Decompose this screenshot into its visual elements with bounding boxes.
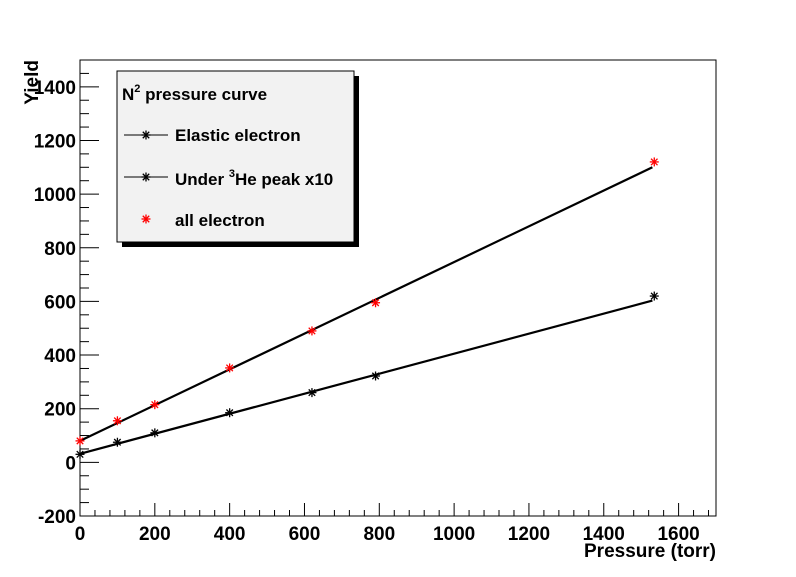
ticks-layer: 0 200 400 600 800 1000 1200 1400 1600-2000200400…: [34, 59, 710, 545]
x-tick-label: 200: [139, 524, 171, 545]
x-axis-title: Pressure (torr): [584, 541, 716, 562]
series-2-point: [112, 416, 122, 426]
x-tick-label: 400: [214, 524, 246, 545]
y-tick-label: 400: [44, 346, 76, 367]
legend-entry-2-sup: 3: [229, 168, 235, 180]
legend-entry-3: all electron: [175, 211, 265, 230]
legend-marker-1: [141, 130, 151, 140]
y-tick-label: -200: [38, 507, 76, 528]
series-1-point: [150, 428, 160, 438]
x-tick-label: 1400: [583, 524, 625, 545]
fits-layer: [79, 166, 653, 455]
x-tick-label: 1200: [508, 524, 550, 545]
legend-entry-1: Elastic electron: [175, 126, 301, 145]
legend-title: N2 pressure curve: [122, 83, 267, 104]
series-2-point: [225, 363, 235, 373]
y-tick-label: 1400: [34, 78, 76, 99]
series-1-point: [649, 291, 659, 301]
fit-line: [79, 299, 653, 455]
series-2-point: [75, 436, 85, 446]
legend-entry-2: Under 3He peak x10: [175, 168, 333, 189]
legend-marker-3-star: [141, 214, 151, 224]
x-tick-label: 600: [289, 524, 321, 545]
legend-box: [116, 70, 355, 243]
legend-marker-1-star: [141, 130, 151, 140]
y-tick-label: 0: [65, 453, 76, 474]
series-1-point: [112, 437, 122, 447]
legend-marker-3: [141, 214, 151, 224]
x-tick-label: 1600: [657, 524, 699, 545]
x-tick-label: 1000: [433, 524, 475, 545]
x-tick-label: 0: [75, 524, 86, 545]
legend-title-sup: 2: [134, 83, 140, 95]
legend-title-base: N: [122, 85, 134, 104]
series-1-point: [75, 449, 85, 459]
y-tick-label: 800: [44, 239, 76, 260]
y-tick-label: 600: [44, 292, 76, 313]
legend-title-rest: pressure curve: [140, 85, 267, 104]
series-1-point: [371, 371, 381, 381]
points-layer: [75, 157, 659, 459]
series-2-point: [649, 157, 659, 167]
y-axis-title: Yield: [22, 60, 43, 105]
legend-entry-2-post: He peak x10: [235, 170, 333, 189]
x-tick-label: 800: [363, 524, 395, 545]
legend-marker-2: [141, 172, 151, 182]
legend-marker-2-star: [141, 172, 151, 182]
y-tick-label: 200: [44, 400, 76, 421]
y-tick-label: 1000: [34, 185, 76, 206]
series-1-point: [225, 408, 235, 418]
series-2-point: [307, 326, 317, 336]
series-1-point: [307, 388, 317, 398]
y-tick-label: 1200: [34, 131, 76, 152]
series-2-point: [150, 400, 160, 410]
legend-entry-2-pre: Under: [175, 170, 229, 189]
series-2-point: [371, 298, 381, 308]
legend: N2 pressure curve Elastic electron Under…: [116, 70, 359, 247]
fit-line: [79, 166, 653, 442]
